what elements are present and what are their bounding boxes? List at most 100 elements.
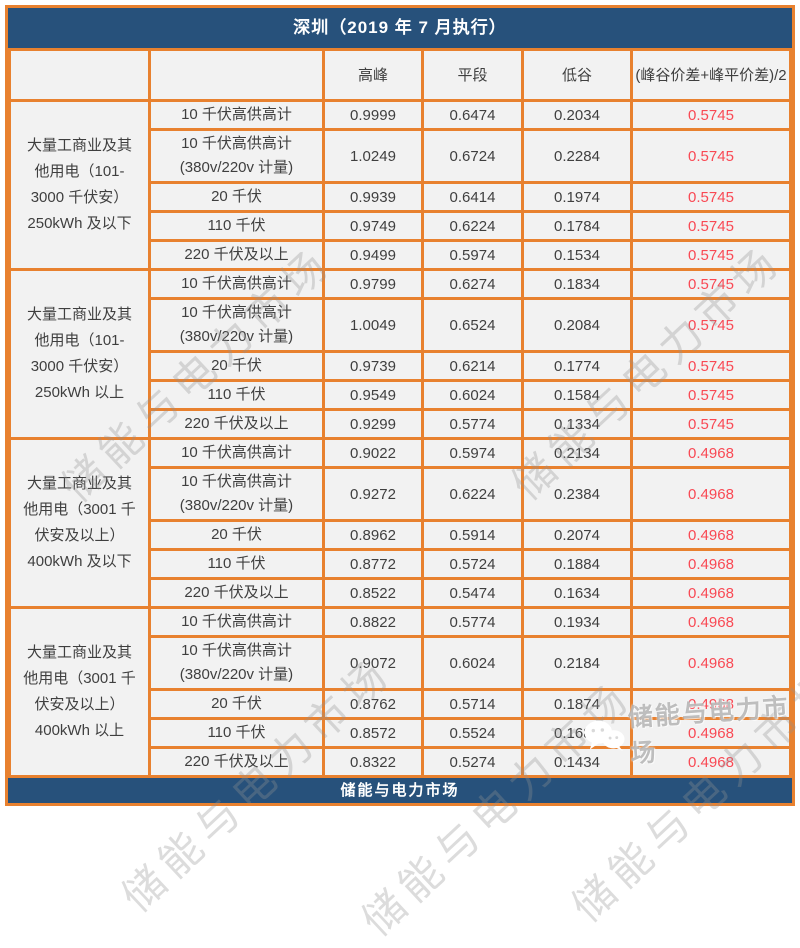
row-label: 10 千伏高供高计 [148, 437, 325, 469]
table-title: 深圳（2019 年 7 月执行） [8, 8, 792, 48]
flat-value: 0.5714 [421, 688, 524, 720]
peak-value: 0.9549 [322, 379, 424, 411]
table-row: 大量工商业及其 他用电（3001 千 伏安及以上） 400kWh 以上 10 千伏… [8, 606, 792, 778]
table-row: 20 千伏 0.9939 0.6414 0.1974 0.5745 [10, 181, 792, 213]
peak-value: 0.9272 [322, 466, 424, 522]
peak-value: 0.9022 [322, 437, 424, 469]
table-row: 110 千伏 0.8572 0.5524 0.1684 0.4968 [10, 717, 792, 749]
header-peak: 高峰 [322, 48, 424, 102]
flat-value: 0.6474 [421, 99, 524, 131]
header-price-diff: (峰谷价差+峰平价差)/2 [630, 48, 792, 102]
peak-value: 0.9799 [322, 268, 424, 300]
table-row: 10 千伏高供高计 (380v/220v 计量) 0.9272 0.6224 0.23… [10, 466, 792, 522]
tariff-table-panel: 深圳（2019 年 7 月执行） 高峰 平段 低谷 (峰谷价差+峰平价差)/2 … [5, 5, 795, 806]
valley-value: 0.1974 [521, 181, 633, 213]
peak-value: 0.9999 [322, 99, 424, 131]
valley-value: 0.1434 [521, 746, 633, 778]
table-row: 20 千伏 0.8762 0.5714 0.1874 0.4968 [10, 688, 792, 720]
valley-value: 0.2384 [521, 466, 633, 522]
peak-value: 0.8822 [322, 606, 424, 638]
peak-value: 0.9939 [322, 181, 424, 213]
diff-value: 0.4968 [630, 548, 792, 580]
diff-value: 0.4968 [630, 519, 792, 551]
footer-banner: 储能与电力市场 [8, 778, 792, 803]
row-label: 220 千伏及以上 [148, 239, 325, 271]
group-label: 大量工商业及其 他用电（101- 3000 千伏安） 250kWh 以上 [8, 268, 151, 440]
peak-value: 0.8572 [322, 717, 424, 749]
table-row: 20 千伏 0.9739 0.6214 0.1774 0.5745 [10, 350, 792, 382]
table-row: 10 千伏高供高计 (380v/220v 计量) 0.9072 0.6024 0.21… [10, 635, 792, 691]
flat-value: 0.6024 [421, 379, 524, 411]
row-label: 20 千伏 [148, 181, 325, 213]
diff-value: 0.4968 [630, 746, 792, 778]
table-row: 110 千伏 0.8772 0.5724 0.1884 0.4968 [10, 548, 792, 580]
valley-value: 0.1534 [521, 239, 633, 271]
row-label: 20 千伏 [148, 519, 325, 551]
row-label: 110 千伏 [148, 379, 325, 411]
row-label: 10 千伏高供高计 [148, 606, 325, 638]
valley-value: 0.2284 [521, 128, 633, 184]
valley-value: 0.1784 [521, 210, 633, 242]
diff-value: 0.4968 [630, 635, 792, 691]
group-label: 大量工商业及其 他用电（3001 千 伏安及以上） 400kWh 以上 [8, 606, 151, 778]
peak-value: 0.9739 [322, 350, 424, 382]
peak-value: 0.9499 [322, 239, 424, 271]
peak-value: 1.0249 [322, 128, 424, 184]
peak-value: 0.8322 [322, 746, 424, 778]
flat-value: 0.6524 [421, 297, 524, 353]
price-table-body: 大量工商业及其 他用电（101- 3000 千伏安） 250kWh 及以下 10 … [8, 99, 792, 778]
peak-value: 0.9072 [322, 635, 424, 691]
table-row: 220 千伏及以上 0.9299 0.5774 0.1334 0.5745 [10, 408, 792, 440]
valley-value: 0.1334 [521, 408, 633, 440]
diff-value: 0.4968 [630, 577, 792, 609]
flat-value: 0.6214 [421, 350, 524, 382]
diff-value: 0.4968 [630, 688, 792, 720]
table-row: 110 千伏 0.9749 0.6224 0.1784 0.5745 [10, 210, 792, 242]
peak-value: 0.8762 [322, 688, 424, 720]
flat-value: 0.6024 [421, 635, 524, 691]
price-table: 高峰 平段 低谷 (峰谷价差+峰平价差)/2 大量工商业及其 他用电（101- … [8, 48, 792, 778]
diff-value: 0.5745 [630, 210, 792, 242]
valley-value: 0.1874 [521, 688, 633, 720]
table-row: 大量工商业及其 他用电（3001 千 伏安及以上） 400kWh 及以下 10 千… [8, 437, 792, 609]
header-group [8, 48, 151, 102]
valley-value: 0.2084 [521, 297, 633, 353]
flat-value: 0.6724 [421, 128, 524, 184]
row-label: 20 千伏 [148, 350, 325, 382]
flat-value: 0.5974 [421, 437, 524, 469]
valley-value: 0.1684 [521, 717, 633, 749]
table-row: 10 千伏高供高计 (380v/220v 计量) 1.0249 0.6724 0.22… [10, 128, 792, 184]
diff-value: 0.5745 [630, 379, 792, 411]
valley-value: 0.1774 [521, 350, 633, 382]
valley-value: 0.1884 [521, 548, 633, 580]
flat-value: 0.5774 [421, 408, 524, 440]
diff-value: 0.4968 [630, 717, 792, 749]
flat-value: 0.6274 [421, 268, 524, 300]
row-label: 10 千伏高供高计 (380v/220v 计量) [148, 635, 325, 691]
table-row: 10 千伏高供高计 (380v/220v 计量) 1.0049 0.6524 0.20… [10, 297, 792, 353]
row-label: 10 千伏高供高计 [148, 99, 325, 131]
diff-value: 0.4968 [630, 606, 792, 638]
valley-value: 0.1634 [521, 577, 633, 609]
header-valley: 低谷 [521, 48, 633, 102]
diff-value: 0.4968 [630, 437, 792, 469]
row-label: 20 千伏 [148, 688, 325, 720]
row-label: 110 千伏 [148, 717, 325, 749]
diff-value: 0.5745 [630, 181, 792, 213]
diff-value: 0.5745 [630, 99, 792, 131]
valley-value: 0.1584 [521, 379, 633, 411]
group-label: 大量工商业及其 他用电（3001 千 伏安及以上） 400kWh 及以下 [8, 437, 151, 609]
table-row: 大量工商业及其 他用电（101- 3000 千伏安） 250kWh 及以下 10 … [8, 99, 792, 271]
peak-value: 1.0049 [322, 297, 424, 353]
table-row: 110 千伏 0.9549 0.6024 0.1584 0.5745 [10, 379, 792, 411]
table-row: 220 千伏及以上 0.9499 0.5974 0.1534 0.5745 [10, 239, 792, 271]
flat-value: 0.5524 [421, 717, 524, 749]
flat-value: 0.5474 [421, 577, 524, 609]
peak-value: 0.8522 [322, 577, 424, 609]
diff-value: 0.5745 [630, 128, 792, 184]
flat-value: 0.6224 [421, 466, 524, 522]
peak-value: 0.9749 [322, 210, 424, 242]
flat-value: 0.6414 [421, 181, 524, 213]
header-row: 高峰 平段 低谷 (峰谷价差+峰平价差)/2 [8, 48, 792, 102]
header-category [148, 48, 325, 102]
